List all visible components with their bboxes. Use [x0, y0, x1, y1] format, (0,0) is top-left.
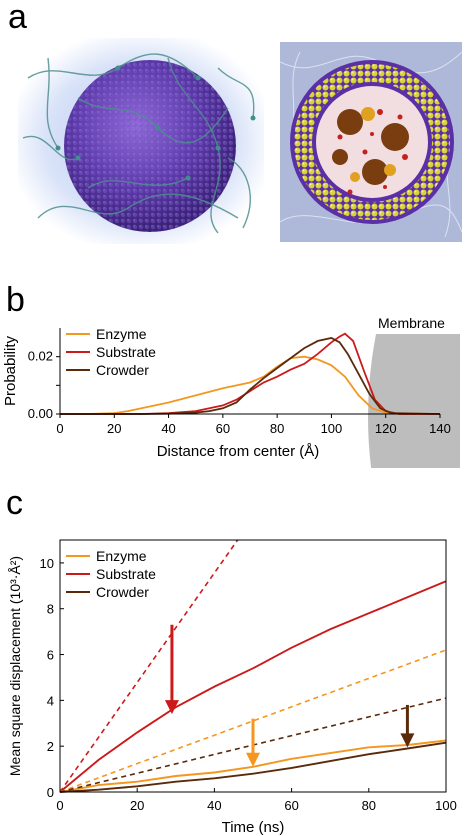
x-tick-label-c: 80: [362, 798, 376, 813]
distance-probability-chart: 0 20 40 60 80 100 120 140 0.00 0.02 Enzyme Substra…: [2, 318, 460, 468]
x-tick-label-b: 40: [161, 421, 175, 436]
x-tick-label-c: 20: [130, 798, 144, 813]
y-tick-label-c: 6: [47, 648, 54, 663]
series-line-crowder: [60, 337, 441, 415]
dashed-reference-line-4: [59, 649, 447, 793]
x-tick-label-b: 60: [216, 421, 230, 436]
droplet-render-image: [18, 38, 264, 244]
legend-label-crowder: Crowder: [96, 584, 149, 600]
x-tick-label-b: 100: [321, 421, 343, 436]
y-axis-label-c: Mean square displacement (10³·Å²): [7, 556, 23, 776]
x-tick-label-c: 40: [207, 798, 221, 813]
x-tick-label-b: 0: [56, 421, 63, 436]
legend-label-enzyme: Enzyme: [96, 548, 147, 564]
legend-label-enzyme: Enzyme: [96, 326, 147, 342]
x-tick-label-c: 100: [435, 798, 457, 813]
legend-label-substrate: Substrate: [96, 566, 156, 582]
x-tick-label-c: 60: [284, 798, 298, 813]
x-tick-label-c: 0: [56, 798, 63, 813]
msd-time-chart: 0 20 40 60 80 100 0 2 4 6 8 10 Enzyme Substrate Crowd…: [7, 539, 457, 836]
y-tick-label-b: 0.02: [28, 349, 53, 364]
arrow-head: [246, 752, 260, 767]
series-line-substrate: [59, 580, 447, 793]
y-tick-label-c: 0: [47, 785, 54, 800]
arrow-head: [400, 733, 415, 748]
membrane-label: Membrane: [378, 318, 445, 331]
series-line-enzyme: [59, 739, 447, 793]
x-tick-label-b: 120: [375, 421, 397, 436]
dashed-reference-line-3: [59, 539, 239, 793]
series-line-substrate: [60, 332, 440, 415]
panel-label-c: c: [6, 484, 23, 522]
x-axis-label-b: Distance from center (Å): [157, 443, 320, 460]
legend-label-substrate: Substrate: [96, 344, 156, 360]
y-tick-label-c: 10: [40, 556, 54, 571]
y-tick-label-b: 0.00: [28, 406, 53, 421]
x-tick-label-b: 80: [270, 421, 284, 436]
droplet-render-svg: [18, 38, 264, 244]
series-line-crowder: [59, 741, 447, 793]
legend-label-crowder: Crowder: [96, 362, 149, 378]
y-tick-label-c: 4: [47, 693, 54, 708]
x-tick-label-b: 20: [107, 421, 121, 436]
plot-frame-c: [59, 539, 447, 793]
y-axis-label-b: Probability: [2, 335, 19, 406]
x-axis-label-c: Time (ns): [222, 819, 285, 836]
arrow-head: [164, 700, 179, 715]
panel-label-b: b: [6, 281, 25, 319]
y-tick-label-c: 2: [47, 739, 54, 754]
cross-section-svg: [279, 42, 463, 242]
panel-label-a: a: [8, 0, 27, 36]
membrane-region: [368, 334, 460, 468]
droplet-cross-section-image: [279, 42, 463, 242]
y-tick-label-c: 8: [47, 602, 54, 617]
x-tick-label-b: 140: [429, 421, 451, 436]
